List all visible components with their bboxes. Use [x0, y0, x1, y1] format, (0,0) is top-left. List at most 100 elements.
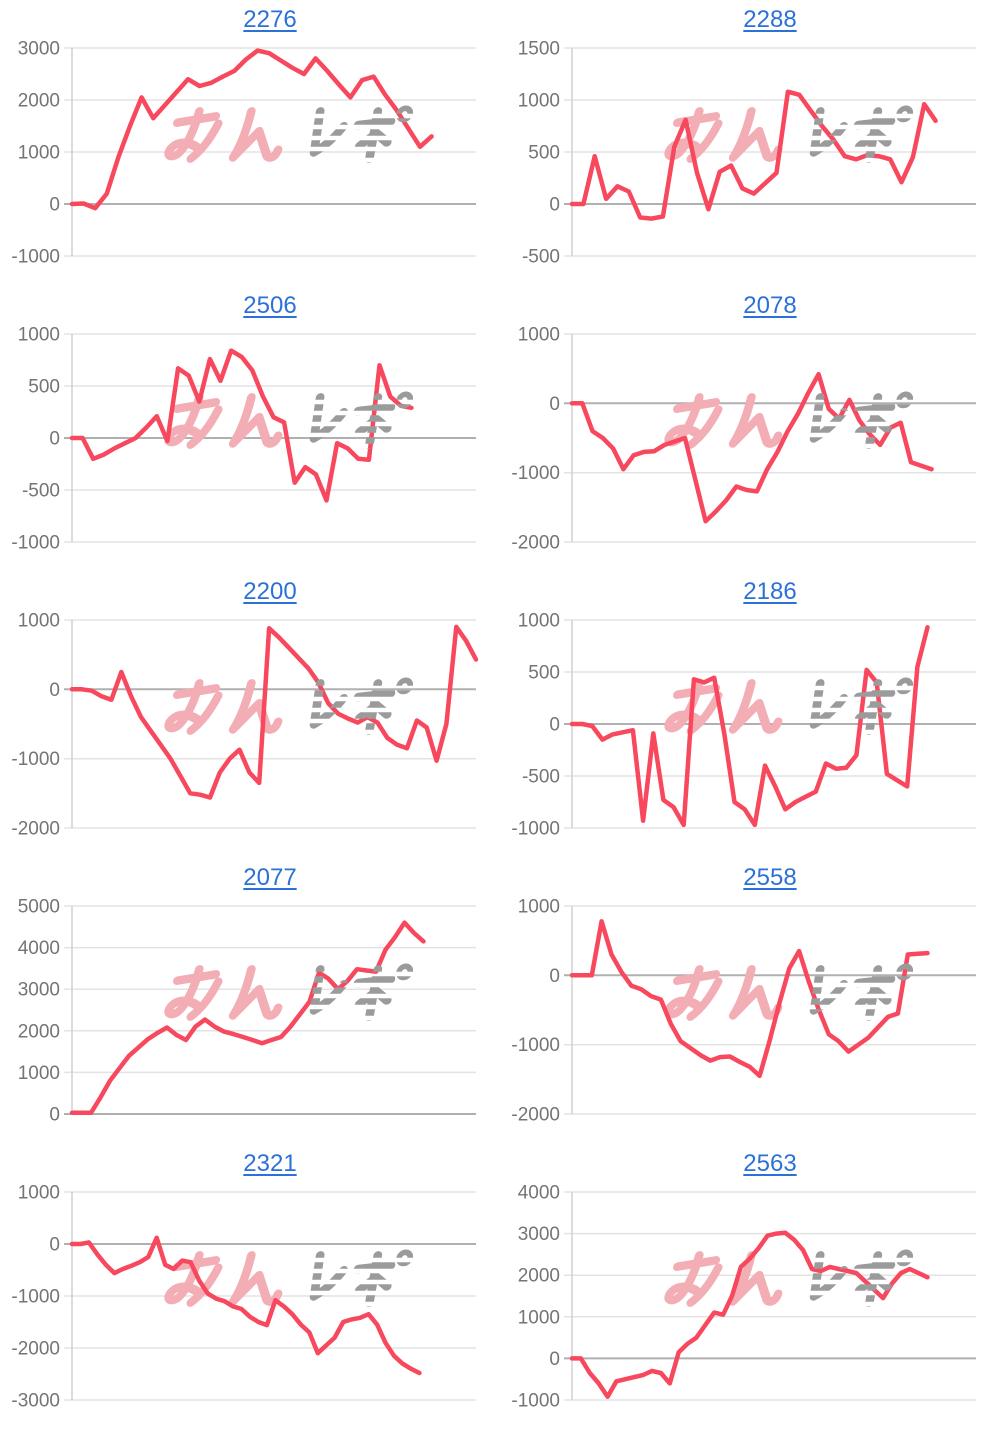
- gridlines: [64, 1191, 476, 1401]
- watermark-pink: [164, 393, 283, 449]
- y-axis-tick-label: 1000: [18, 611, 60, 632]
- watermark-gray: [309, 677, 414, 735]
- chart-title: 2077: [48, 864, 492, 892]
- line-chart: 1000 0 -1000 -2000: [511, 897, 976, 1126]
- y-axis-tick-label: 1000: [518, 91, 560, 112]
- watermark-pink: [164, 965, 283, 1021]
- y-axis-tick-label: 0: [49, 195, 60, 216]
- chart-title-link[interactable]: 2506: [243, 292, 297, 319]
- y-axis-labels: 1000 500 0 -500 -1000: [11, 325, 60, 554]
- y-axis-tick-label: -2000: [11, 819, 60, 840]
- watermark-gray: [809, 1249, 914, 1307]
- y-axis-tick-label: 1000: [518, 611, 560, 632]
- y-axis-tick-label: 3000: [18, 980, 60, 1001]
- y-axis-tick-label: 1000: [518, 897, 560, 918]
- y-axis-tick-label: 1000: [18, 143, 60, 164]
- watermark-pink: [164, 107, 283, 163]
- chart-title-link[interactable]: 2077: [243, 864, 297, 891]
- watermark-gray: [809, 677, 914, 735]
- y-axis-tick-label: -500: [22, 481, 60, 502]
- chart-title: 2276: [48, 6, 492, 34]
- chart-title: 2321: [48, 1150, 492, 1178]
- y-axis-tick-label: 4000: [518, 1183, 560, 1204]
- chart-cell: 2558 1000 0 -1000 -2000: [500, 858, 1000, 1144]
- y-axis-tick-label: 1000: [18, 325, 60, 346]
- y-axis-tick-label: 0: [549, 966, 560, 987]
- y-axis-tick-label: -1000: [511, 463, 560, 484]
- watermark-gray: [809, 963, 914, 1021]
- gridlines: [564, 333, 976, 543]
- y-axis-labels: 1000 0 -1000 -2000 -3000: [11, 1183, 60, 1412]
- chart-cell: 2563 4000 3000 2000 1000 0 -1000: [500, 1144, 1000, 1430]
- series-line: [69, 1235, 422, 1376]
- line-chart: 1000 500 0 -500 -1000: [511, 611, 976, 840]
- y-axis-tick-label: 1000: [518, 325, 560, 346]
- y-axis-tick-label: 1500: [518, 39, 560, 60]
- y-axis-tick-label: -1000: [11, 247, 60, 268]
- watermark-pink: [664, 965, 783, 1021]
- y-axis-labels: 5000 4000 3000 2000 1000 0: [18, 897, 60, 1126]
- line-chart: 5000 4000 3000 2000 1000 0: [18, 897, 476, 1126]
- y-axis-labels: 1000 0 -1000 -2000: [511, 325, 560, 554]
- gridlines: [64, 619, 476, 829]
- chart-title: 2506: [48, 292, 492, 320]
- chart-title-link[interactable]: 2563: [743, 1150, 797, 1177]
- y-axis-tick-label: 2000: [18, 91, 60, 112]
- y-axis-tick-label: 0: [49, 1105, 60, 1126]
- y-axis-labels: 1000 0 -1000 -2000: [11, 611, 60, 840]
- y-axis-tick-label: 2000: [18, 1021, 60, 1042]
- line-chart: 1500 1000 500 0 -500: [518, 39, 976, 268]
- y-axis-tick-label: -1000: [511, 1391, 560, 1412]
- line-chart: 1000 0 -1000 -2000: [511, 325, 976, 554]
- chart-title: 2288: [548, 6, 992, 34]
- series-line: [69, 920, 426, 1116]
- y-axis-tick-label: 0: [49, 1235, 60, 1256]
- y-axis-labels: 1000 500 0 -500 -1000: [511, 611, 560, 840]
- watermark-gray: [309, 391, 414, 449]
- chart-title: 2563: [548, 1150, 992, 1178]
- y-axis-tick-label: 500: [528, 143, 560, 164]
- line-chart: 1000 500 0 -500 -1000: [11, 325, 476, 554]
- chart-title-link[interactable]: 2558: [743, 864, 797, 891]
- y-axis-tick-label: -2000: [11, 1339, 60, 1360]
- chart-cell: 2276 3000 2000 1000 0 -1000: [0, 0, 500, 286]
- y-axis-tick-label: -500: [522, 247, 560, 268]
- chart-title: 2186: [548, 578, 992, 606]
- watermark-gray: [809, 105, 914, 163]
- y-axis-tick-label: 0: [549, 195, 560, 216]
- chart-title-link[interactable]: 2186: [743, 578, 797, 605]
- watermark-pink: [164, 679, 283, 735]
- chart-title-link[interactable]: 2200: [243, 578, 297, 605]
- y-axis-tick-label: -1000: [511, 1035, 560, 1056]
- series-line: [569, 625, 930, 828]
- y-axis-tick-label: 0: [549, 1349, 560, 1370]
- y-axis-tick-label: 500: [528, 663, 560, 684]
- y-axis-tick-label: 0: [49, 680, 60, 701]
- line-chart: 3000 2000 1000 0 -1000: [11, 39, 476, 268]
- watermark-gray: [809, 391, 914, 449]
- y-axis-tick-label: -1000: [11, 533, 60, 554]
- chart-cell: 2506 1000 500 0 -500 -1000: [0, 286, 500, 572]
- chart-title-link[interactable]: 2321: [243, 1150, 297, 1177]
- series-line: [569, 89, 938, 221]
- chart-cell: 2288 1500 1000 500 0 -500: [500, 0, 1000, 286]
- watermark-gray: [309, 1249, 414, 1307]
- chart-title-link[interactable]: 2288: [743, 6, 797, 33]
- y-axis-tick-label: 1000: [18, 1063, 60, 1084]
- series-line: [69, 48, 434, 211]
- chart-title-link[interactable]: 2078: [743, 292, 797, 319]
- y-axis-tick-label: 1000: [18, 1183, 60, 1204]
- chart-title: 2200: [48, 578, 492, 606]
- y-axis-tick-label: -500: [522, 767, 560, 788]
- chart-title-link[interactable]: 2276: [243, 6, 297, 33]
- gridlines: [64, 905, 476, 1074]
- y-axis-tick-label: 1000: [518, 1307, 560, 1328]
- y-axis-tick-label: 4000: [18, 938, 60, 959]
- y-axis-labels: 4000 3000 2000 1000 0 -1000: [511, 1183, 560, 1412]
- y-axis-labels: 1000 0 -1000 -2000: [511, 897, 560, 1126]
- y-axis-labels: 1500 1000 500 0 -500: [518, 39, 560, 268]
- y-axis-tick-label: -1000: [511, 819, 560, 840]
- y-axis-tick-label: 0: [549, 394, 560, 415]
- chart-cell: 2186 1000 500 0 -500 -1000: [500, 572, 1000, 858]
- y-axis-tick-label: -1000: [11, 749, 60, 770]
